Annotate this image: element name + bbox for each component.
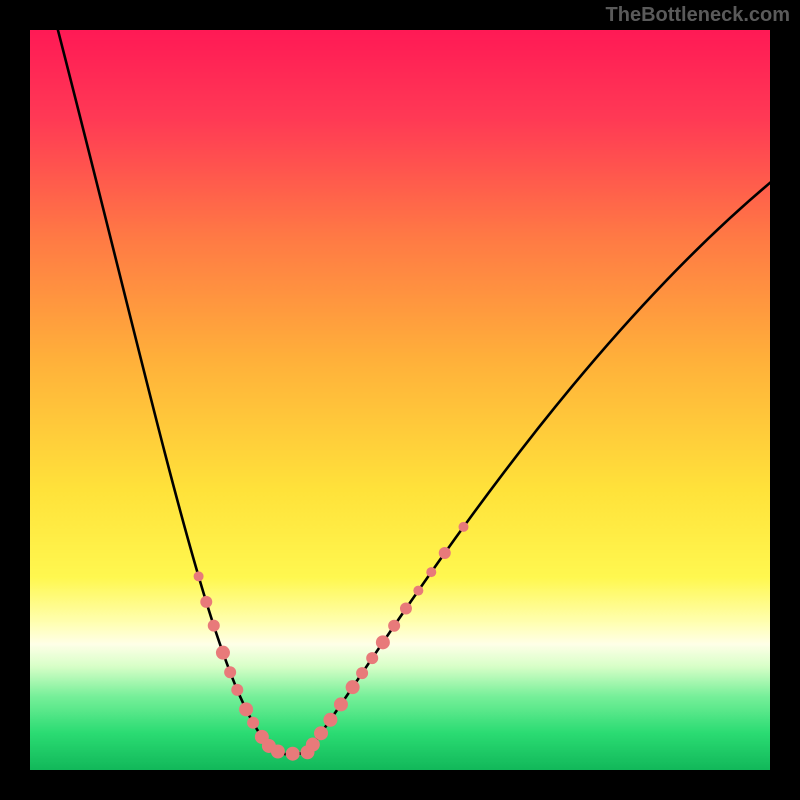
marker-dot <box>239 702 253 716</box>
marker-dot <box>231 684 243 696</box>
marker-dot <box>286 747 300 761</box>
marker-dot <box>376 635 390 649</box>
marker-dot <box>306 738 320 752</box>
marker-dot <box>314 726 328 740</box>
marker-dot <box>216 646 230 660</box>
marker-dot <box>200 596 212 608</box>
marker-dot <box>400 603 412 615</box>
marker-dot <box>426 567 436 577</box>
marker-dot <box>323 713 337 727</box>
marker-dot <box>224 666 236 678</box>
marker-dot <box>334 697 348 711</box>
watermark-text: TheBottleneck.com <box>606 4 790 27</box>
marker-dot <box>388 620 400 632</box>
marker-dot <box>459 522 469 532</box>
marker-dot <box>356 667 368 679</box>
marker-dot <box>247 717 259 729</box>
marker-dot <box>194 571 204 581</box>
marker-dot <box>413 586 423 596</box>
marker-dot <box>366 652 378 664</box>
chart-svg <box>30 30 770 770</box>
marker-dot <box>271 745 285 759</box>
plot-area <box>30 30 770 770</box>
marker-dot <box>439 547 451 559</box>
curve-right <box>308 171 771 752</box>
marker-dot <box>346 680 360 694</box>
curve-left <box>52 30 307 754</box>
marker-dot <box>208 620 220 632</box>
markers-left-group <box>194 571 315 760</box>
